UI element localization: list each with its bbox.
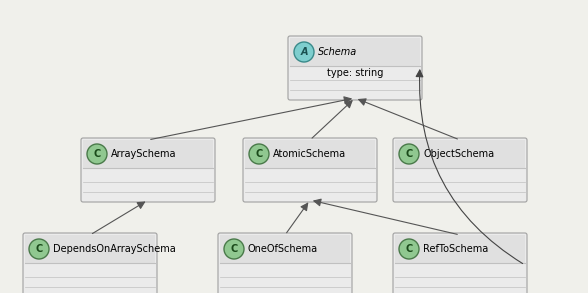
Text: type: string: type: string [327,68,383,78]
Text: ArraySchema: ArraySchema [111,149,176,159]
Text: C: C [405,149,413,159]
Circle shape [399,144,419,164]
Bar [25,235,155,263]
Circle shape [249,144,269,164]
Text: C: C [35,244,42,254]
FancyBboxPatch shape [393,138,527,202]
Bar [395,235,525,263]
Text: ObjectSchema: ObjectSchema [423,149,494,159]
Text: Schema: Schema [318,47,358,57]
Bar [83,140,213,168]
Circle shape [224,239,244,259]
FancyBboxPatch shape [393,233,527,293]
Bar [220,235,350,263]
Text: RefToSchema: RefToSchema [423,244,488,254]
Text: C: C [230,244,238,254]
Text: C: C [255,149,263,159]
FancyBboxPatch shape [81,138,215,202]
Circle shape [29,239,49,259]
Text: A: A [300,47,308,57]
FancyBboxPatch shape [23,233,157,293]
Circle shape [87,144,107,164]
Text: DependsOnArraySchema: DependsOnArraySchema [53,244,176,254]
Bar [245,140,375,168]
Circle shape [399,239,419,259]
Bar [290,38,420,66]
Circle shape [294,42,314,62]
Text: C: C [405,244,413,254]
FancyBboxPatch shape [243,138,377,202]
FancyBboxPatch shape [288,36,422,100]
Bar [395,140,525,168]
FancyBboxPatch shape [218,233,352,293]
Text: C: C [93,149,101,159]
Text: OneOfSchema: OneOfSchema [248,244,318,254]
Text: AtomicSchema: AtomicSchema [273,149,346,159]
